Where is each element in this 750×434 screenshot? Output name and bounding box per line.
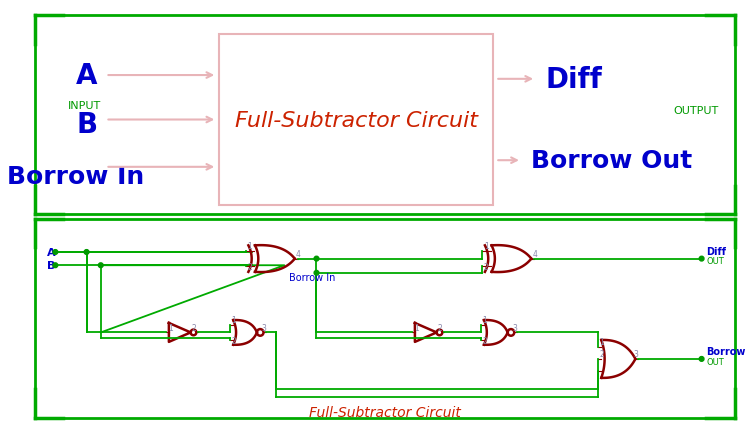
- Circle shape: [314, 271, 319, 276]
- Text: 3: 3: [634, 349, 638, 358]
- Text: Diff: Diff: [545, 66, 602, 94]
- Text: INPUT: INPUT: [68, 101, 101, 111]
- Text: 3: 3: [262, 323, 266, 332]
- Text: 1: 1: [168, 323, 172, 332]
- Text: 1: 1: [482, 316, 487, 325]
- Text: 1: 1: [414, 323, 419, 332]
- Text: Borrow Out: Borrow Out: [531, 149, 692, 173]
- Text: 2: 2: [599, 349, 604, 358]
- Text: Full-Subtractor Circuit: Full-Subtractor Circuit: [309, 405, 460, 419]
- Text: Borrow In: Borrow In: [289, 273, 335, 283]
- Text: 2: 2: [437, 323, 442, 332]
- Circle shape: [98, 263, 103, 268]
- FancyBboxPatch shape: [34, 219, 735, 418]
- FancyBboxPatch shape: [34, 16, 735, 215]
- Text: OUT: OUT: [706, 357, 724, 366]
- Text: 1: 1: [599, 337, 604, 346]
- Text: Diff: Diff: [706, 247, 726, 256]
- Text: OUTPUT: OUTPUT: [674, 106, 718, 116]
- Text: 2: 2: [231, 336, 236, 345]
- Text: B: B: [76, 111, 98, 139]
- Text: 2: 2: [248, 262, 252, 271]
- Text: 2: 2: [482, 336, 487, 345]
- Circle shape: [53, 250, 58, 255]
- Circle shape: [699, 357, 704, 362]
- Text: 2: 2: [484, 262, 489, 271]
- FancyBboxPatch shape: [219, 35, 494, 205]
- Text: Borrow In: Borrow In: [7, 165, 144, 189]
- Text: 2: 2: [191, 323, 196, 332]
- Text: OUT: OUT: [706, 257, 724, 266]
- Text: Borrow: Borrow: [706, 346, 746, 356]
- Circle shape: [84, 250, 89, 255]
- Text: 1: 1: [484, 242, 489, 251]
- Text: 1: 1: [248, 242, 252, 251]
- Text: 1: 1: [231, 316, 236, 325]
- Text: A: A: [46, 247, 56, 257]
- Circle shape: [699, 256, 704, 261]
- Text: A: A: [76, 62, 98, 90]
- Text: 4: 4: [296, 249, 301, 258]
- Circle shape: [314, 256, 319, 261]
- Text: 4: 4: [532, 249, 537, 258]
- Text: B: B: [46, 261, 56, 271]
- Text: 3: 3: [512, 323, 517, 332]
- Circle shape: [53, 263, 58, 268]
- Text: Full-Subtractor Circuit: Full-Subtractor Circuit: [235, 110, 478, 130]
